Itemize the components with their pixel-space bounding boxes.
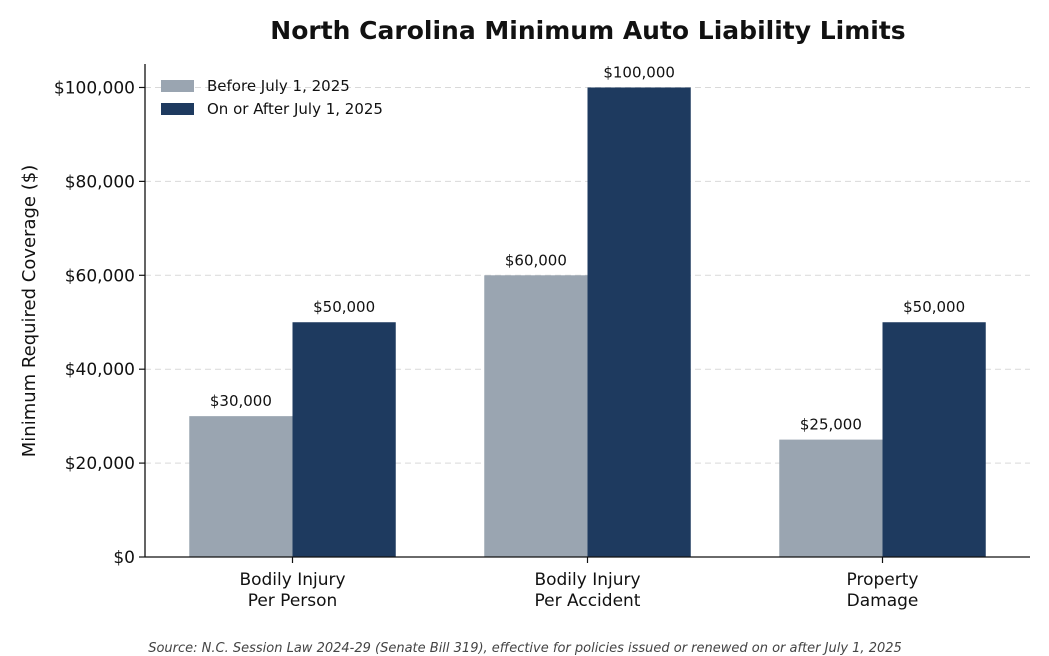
bar bbox=[882, 322, 986, 557]
data-label: $25,000 bbox=[800, 416, 862, 434]
data-label: $30,000 bbox=[210, 392, 272, 410]
chart-title: North Carolina Minimum Auto Liability Li… bbox=[270, 16, 905, 45]
y-tick-label: $100,000 bbox=[54, 78, 135, 98]
bar bbox=[189, 416, 293, 557]
x-tick-label: Bodily Injury bbox=[239, 570, 345, 590]
data-label: $100,000 bbox=[603, 63, 675, 81]
bar bbox=[484, 275, 588, 557]
data-label: $50,000 bbox=[313, 298, 375, 316]
y-tick-label: $80,000 bbox=[65, 172, 135, 192]
source-note: Source: N.C. Session Law 2024-29 (Senate… bbox=[148, 641, 902, 656]
axes bbox=[139, 64, 1030, 563]
data-label: $60,000 bbox=[505, 251, 567, 269]
y-tick-label: $20,000 bbox=[65, 454, 135, 474]
x-tick-label: Bodily Injury bbox=[534, 570, 640, 590]
bars bbox=[189, 87, 986, 557]
y-tick-label: $60,000 bbox=[65, 266, 135, 286]
bar bbox=[292, 322, 396, 557]
labels: $0 $20,000 $40,000 $60,000 $80,000 $100,000 $3… bbox=[54, 63, 965, 611]
y-tick-label: $40,000 bbox=[65, 360, 135, 380]
x-tick-label: Damage bbox=[847, 591, 919, 611]
legend: Before July 1, 2025 On or After July 1, 2… bbox=[161, 77, 383, 118]
legend-label: Before July 1, 2025 bbox=[207, 77, 350, 95]
data-label: $50,000 bbox=[903, 298, 965, 316]
x-tick-label: Property bbox=[847, 570, 919, 590]
bar bbox=[587, 87, 691, 557]
y-tick-label: $0 bbox=[113, 548, 135, 568]
x-tick-label: Per Person bbox=[248, 591, 338, 611]
legend-swatch bbox=[161, 103, 194, 115]
bar bbox=[779, 439, 883, 557]
legend-label: On or After July 1, 2025 bbox=[207, 100, 383, 118]
y-axis-label: Minimum Required Coverage ($) bbox=[19, 165, 40, 457]
x-tick-label: Per Accident bbox=[535, 591, 641, 611]
legend-swatch bbox=[161, 80, 194, 92]
